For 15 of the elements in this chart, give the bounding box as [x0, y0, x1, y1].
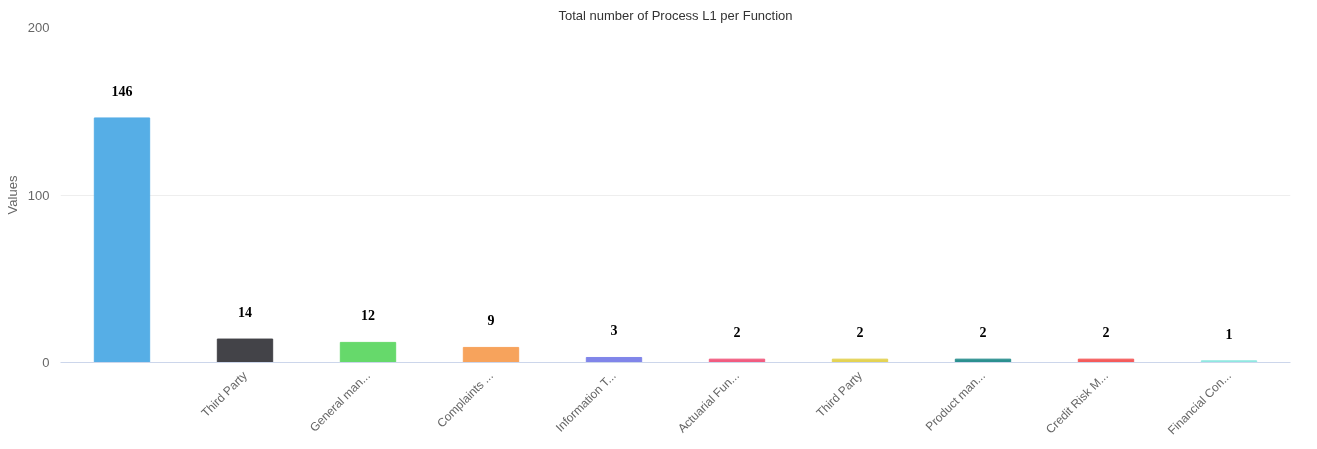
- data-label: 3: [610, 323, 618, 339]
- y-tick-label: 100: [27, 187, 50, 203]
- data-label: 2: [979, 325, 987, 341]
- data-label: 2: [856, 325, 864, 341]
- data-label: 2: [1102, 325, 1110, 341]
- data-label: 2: [733, 325, 741, 341]
- y-axis-title: Values: [4, 175, 20, 215]
- chart-title: Total number of Process L1 per Function: [558, 7, 793, 23]
- data-label: 12: [361, 308, 375, 324]
- y-tick-label: 200: [27, 20, 50, 35]
- y-tick-label: 0: [42, 355, 50, 370]
- data-label: 9: [487, 313, 495, 329]
- data-label: 1: [1225, 326, 1233, 342]
- data-label: 146: [111, 83, 133, 99]
- data-label: 14: [238, 305, 252, 321]
